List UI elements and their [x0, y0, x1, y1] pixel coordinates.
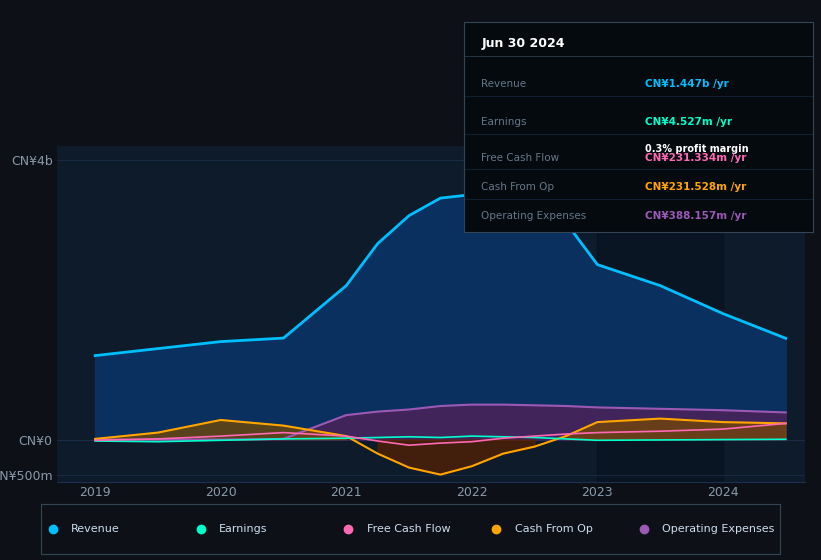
Text: Cash From Op: Cash From Op	[515, 524, 593, 534]
Text: Earnings: Earnings	[219, 524, 268, 534]
Text: CN¥4.527m /yr: CN¥4.527m /yr	[645, 117, 732, 127]
Text: Operating Expenses: Operating Expenses	[663, 524, 775, 534]
Text: Jun 30 2024: Jun 30 2024	[481, 37, 565, 50]
Text: CN¥1.447b /yr: CN¥1.447b /yr	[645, 79, 729, 89]
Text: Revenue: Revenue	[481, 79, 526, 89]
Text: CN¥231.528m /yr: CN¥231.528m /yr	[645, 182, 746, 192]
Text: Revenue: Revenue	[71, 524, 120, 534]
Text: Earnings: Earnings	[481, 117, 527, 127]
Text: Cash From Op: Cash From Op	[481, 182, 554, 192]
Text: 0.3% profit margin: 0.3% profit margin	[645, 144, 749, 154]
Text: CN¥231.334m /yr: CN¥231.334m /yr	[645, 153, 746, 162]
Bar	[598, 146, 723, 482]
Text: Operating Expenses: Operating Expenses	[481, 212, 586, 221]
Text: Free Cash Flow: Free Cash Flow	[481, 153, 559, 162]
Text: CN¥388.157m /yr: CN¥388.157m /yr	[645, 212, 746, 221]
Text: Free Cash Flow: Free Cash Flow	[367, 524, 451, 534]
